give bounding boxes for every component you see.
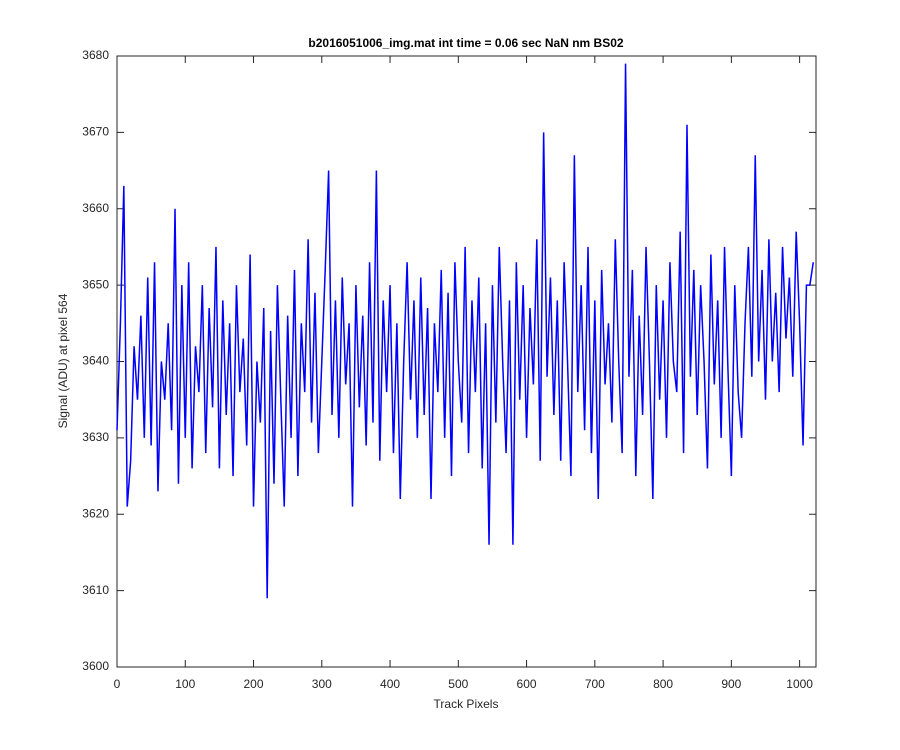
y-tick-label: 3650 bbox=[82, 277, 109, 291]
y-tick-label: 3640 bbox=[82, 354, 109, 368]
x-tick-label: 700 bbox=[585, 677, 605, 691]
y-tick-label: 3680 bbox=[82, 48, 109, 62]
x-tick-label: 800 bbox=[653, 677, 673, 691]
y-tick-label: 3670 bbox=[82, 125, 109, 139]
x-tick-label: 600 bbox=[517, 677, 537, 691]
x-tick-label: 200 bbox=[244, 677, 264, 691]
x-tick-label: 300 bbox=[312, 677, 332, 691]
x-axis-label: Track Pixels bbox=[434, 697, 499, 711]
data-line bbox=[116, 63, 815, 599]
y-tick-label: 3610 bbox=[82, 583, 109, 597]
x-tick-label: 900 bbox=[721, 677, 741, 691]
x-tick-label: 500 bbox=[448, 677, 468, 691]
x-tick-label: 400 bbox=[380, 677, 400, 691]
y-tick-label: 3630 bbox=[82, 430, 109, 444]
y-tick-label: 3600 bbox=[82, 659, 109, 673]
y-tick-label: 3620 bbox=[82, 506, 109, 520]
x-tick-label: 100 bbox=[175, 677, 195, 691]
chart-title: b2016051006_img.mat int time = 0.06 sec … bbox=[308, 36, 623, 50]
y-axis-label: Signal (ADU) at pixel 564 bbox=[56, 293, 70, 428]
y-tick-label: 3660 bbox=[82, 201, 109, 215]
x-tick-label: 0 bbox=[114, 677, 121, 691]
x-tick-label: 1000 bbox=[786, 677, 813, 691]
